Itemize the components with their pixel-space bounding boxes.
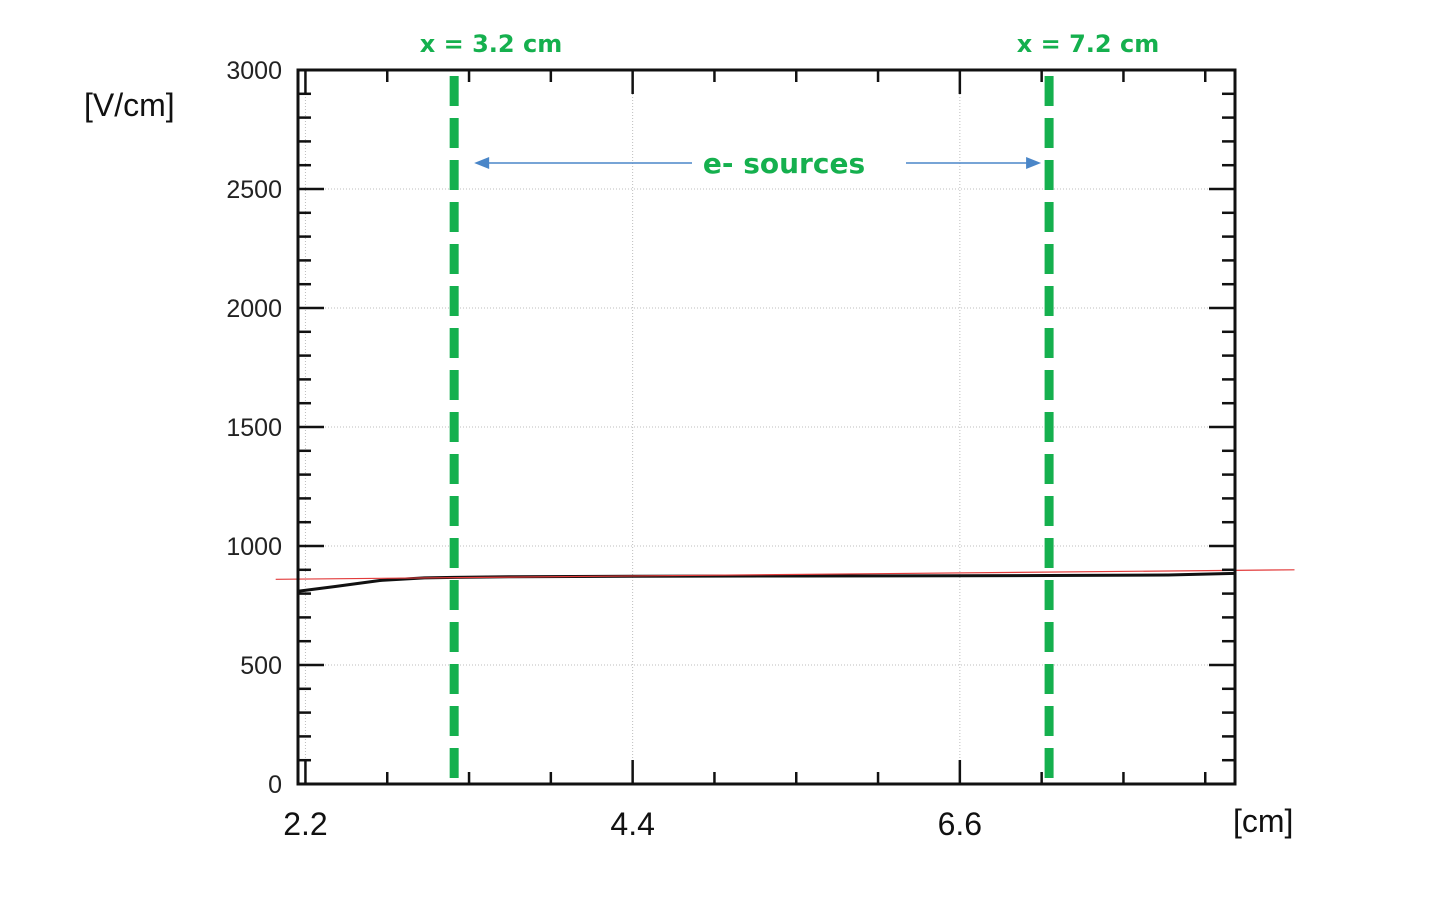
y-tick-label: 2000 [226, 295, 282, 323]
x-axis-label: [cm] [1233, 803, 1293, 839]
arrow-left-head [474, 157, 490, 169]
marker-label-3-2: x = 3.2 cm [420, 30, 562, 58]
arrow-right-head [1026, 157, 1042, 169]
plot-frame [296, 68, 1237, 786]
marker-layer [449, 76, 1054, 780]
series-layer [275, 569, 1295, 593]
y-axis-label: [V/cm] [84, 87, 175, 123]
y-tick-label: 1000 [226, 533, 282, 561]
tick-labels: 0 500 1000 1500 2000 2500 3000 2.2 4.4 6.6 [226, 57, 982, 842]
x-tick-label: 4.4 [610, 806, 654, 842]
marker-label-7-2: x = 7.2 cm [1017, 30, 1159, 58]
fit-line [275, 569, 1295, 580]
field-curve [297, 571, 1236, 593]
x-tick-label: 2.2 [283, 806, 327, 842]
y-tick-label: 1500 [226, 414, 282, 442]
y-tick-label: 2500 [226, 176, 282, 204]
y-tick-label: 0 [268, 771, 282, 799]
x-tick-label: 6.6 [938, 806, 982, 842]
y-tick-label: 3000 [226, 57, 282, 85]
y-tick-label: 500 [240, 652, 282, 680]
sources-label: e- sources [703, 147, 865, 180]
